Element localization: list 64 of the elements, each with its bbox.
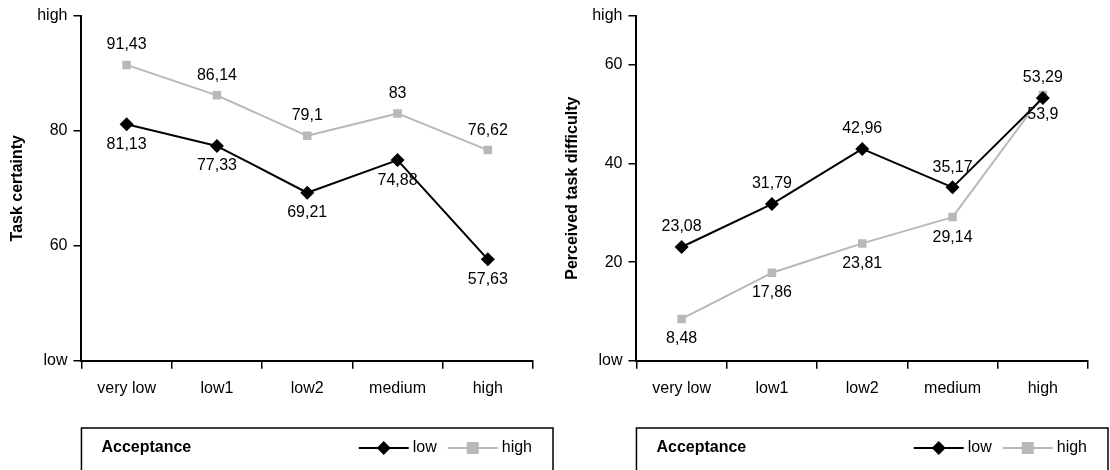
data-label: 31,79 (751, 174, 793, 192)
point (393, 109, 402, 118)
legend-label: high (1056, 438, 1087, 456)
point (122, 60, 131, 70)
y-tick-label: high (37, 6, 68, 24)
legend-label: high (501, 438, 532, 456)
point (480, 252, 495, 267)
point (855, 141, 870, 156)
data-label: 74,88 (377, 170, 418, 188)
x-tick-label: very low (97, 378, 157, 396)
legend-label: low (967, 438, 993, 456)
y-tick-label: 80 (49, 121, 68, 139)
data-label: 42,96 (842, 119, 883, 137)
y-tick-label: low (598, 351, 623, 369)
data-label: 23,81 (842, 253, 883, 271)
x-tick-label: low2 (290, 378, 324, 396)
point (1035, 91, 1050, 105)
y-axis-title: Perceived task difficulty (563, 96, 581, 280)
data-label: 77,33 (196, 156, 238, 174)
data-label: 57,63 (467, 269, 508, 287)
x-tick-label: high (472, 378, 503, 396)
data-label: 86,14 (196, 65, 238, 83)
x-tick-label: high (1027, 378, 1058, 396)
y-tick-label: 40 (604, 153, 623, 171)
data-label: 23,08 (661, 217, 702, 235)
point (764, 197, 779, 212)
data-label: 76,62 (467, 120, 508, 138)
point (674, 239, 689, 254)
x-tick-label: medium (924, 378, 981, 396)
x-tick-label: very low (652, 378, 712, 396)
data-label: 69,21 (287, 203, 328, 221)
x-tick-label: low1 (755, 378, 789, 396)
y-tick-label: low (43, 351, 68, 369)
point (948, 212, 957, 222)
x-tick-label: medium (369, 378, 426, 396)
data-label: 81,13 (106, 134, 147, 152)
point (857, 239, 867, 248)
y-tick-label: 60 (49, 236, 68, 254)
data-label: 83 (388, 83, 407, 101)
y-tick-label: 20 (604, 252, 623, 270)
legend-title: Acceptance (656, 438, 747, 456)
point (390, 153, 405, 168)
point (300, 185, 315, 200)
legend-label: low (412, 438, 438, 456)
point (677, 314, 686, 324)
data-label: 35,17 (932, 157, 973, 175)
y-tick-label: 60 (604, 55, 623, 73)
point (212, 91, 222, 100)
data-label: 8,48 (666, 329, 698, 347)
x-tick-label: low1 (200, 378, 234, 396)
point (945, 180, 960, 195)
data-label: 79,1 (291, 106, 323, 124)
data-label: 29,14 (932, 227, 973, 245)
point (767, 268, 777, 277)
data-label: 91,43 (106, 35, 147, 53)
data-label: 53,29 (1022, 68, 1063, 86)
data-label: 17,86 (751, 283, 793, 301)
y-axis-title: Task certainty (8, 134, 26, 242)
legend-title: Acceptance (101, 438, 192, 456)
y-tick-label: high (592, 6, 623, 24)
x-tick-label: low2 (845, 378, 879, 396)
point (119, 117, 134, 132)
point (209, 139, 224, 154)
data-label: 53,9 (1027, 105, 1059, 123)
